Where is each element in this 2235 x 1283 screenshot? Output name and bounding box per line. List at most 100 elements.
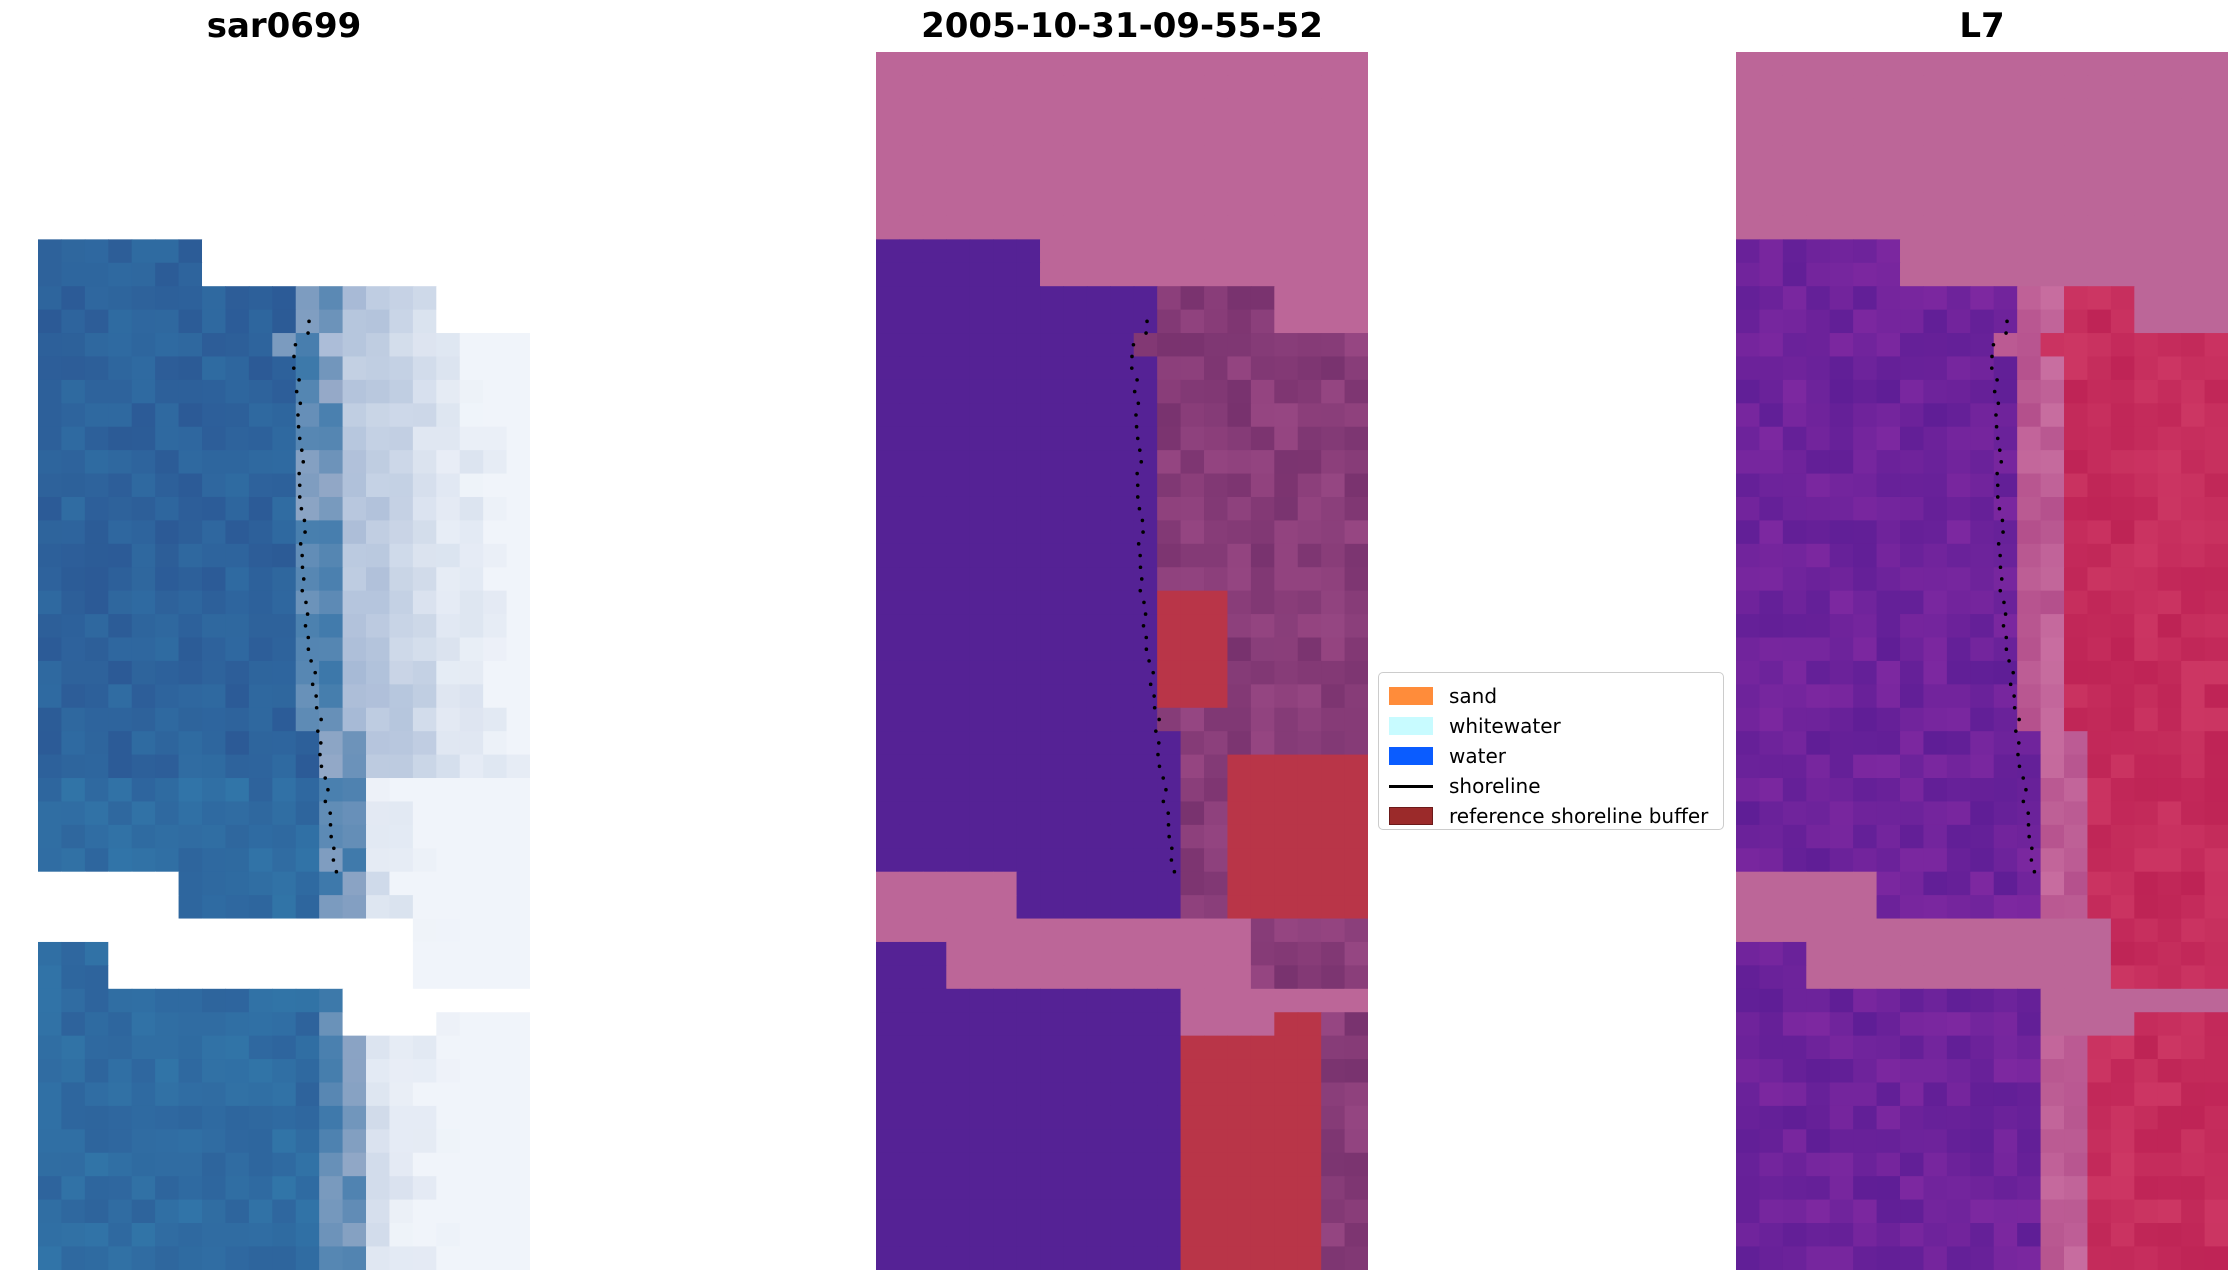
raster-pixel [436, 1152, 461, 1177]
raster-pixel [389, 520, 414, 545]
raster-pixel [1227, 754, 1252, 779]
raster-pixel [1110, 262, 1135, 287]
raster-pixel [412, 614, 437, 639]
raster-pixel [2157, 1012, 2182, 1037]
raster-pixel [1923, 215, 1948, 240]
raster-pixel [1806, 1012, 1831, 1037]
raster-pixel [389, 965, 414, 990]
raster-pixel [84, 614, 109, 639]
raster-pixel [459, 590, 484, 615]
raster-pixel [366, 543, 391, 568]
raster-pixel [1086, 192, 1111, 217]
raster-pixel [899, 660, 924, 685]
raster-pixel [2064, 286, 2089, 311]
raster-pixel [436, 403, 461, 428]
raster-pixel [155, 590, 180, 615]
raster-pixel [1829, 52, 1854, 77]
raster-pixel [436, 98, 461, 123]
raster-pixel [1993, 450, 2018, 475]
raster-pixel [389, 801, 414, 826]
raster-pixel [84, 239, 109, 264]
raster-pixel [2204, 1129, 2228, 1154]
raster-pixel [1180, 98, 1205, 123]
raster-pixel [1204, 707, 1229, 732]
raster-pixel [1274, 496, 1299, 521]
raster-pixel [1970, 871, 1995, 896]
raster-pixel [1344, 1223, 1368, 1248]
raster-pixel [1759, 918, 1784, 943]
raster-pixel [1086, 1059, 1111, 1084]
raster-pixel [248, 707, 273, 732]
raster-pixel [1923, 1129, 1948, 1154]
raster-pixel [2204, 75, 2228, 100]
raster-pixel [1250, 1012, 1275, 1037]
raster-pixel [1063, 1012, 1088, 1037]
raster-pixel [436, 1035, 461, 1060]
raster-pixel [225, 1223, 250, 1248]
raster-pixel [178, 75, 203, 100]
raster-pixel [38, 520, 63, 545]
raster-pixel [366, 122, 391, 147]
raster-pixel [1274, 473, 1299, 498]
raster-pixel [436, 262, 461, 287]
raster-pixel [876, 1176, 901, 1201]
raster-pixel [1227, 1059, 1252, 1084]
raster-pixel [483, 333, 508, 358]
raster-pixel [1133, 1199, 1158, 1224]
raster-pixel [38, 684, 63, 709]
raster-pixel [131, 1105, 156, 1130]
raster-pixel [969, 1035, 994, 1060]
raster-pixel [342, 1082, 367, 1107]
raster-pixel [412, 1152, 437, 1177]
raster-pixel [1736, 215, 1761, 240]
raster-pixel [319, 520, 344, 545]
raster-pixel [131, 496, 156, 521]
raster-pixel [1321, 590, 1346, 615]
raster-pixel [178, 1176, 203, 1201]
raster-pixel [178, 895, 203, 920]
raster-pixel [2064, 1082, 2089, 1107]
raster-pixel [506, 567, 530, 592]
raster-pixel [2110, 286, 2135, 311]
raster-pixel [108, 614, 133, 639]
raster-pixel [2087, 1059, 2112, 1084]
raster-pixel [1806, 918, 1831, 943]
raster-pixel [1227, 824, 1252, 849]
shoreline-point [1161, 776, 1166, 780]
raster-pixel [319, 473, 344, 498]
raster-pixel [2040, 871, 2065, 896]
raster-pixel [412, 520, 437, 545]
shoreline-point [2004, 635, 2009, 640]
raster-pixel [2040, 941, 2065, 966]
raster-pixel [1806, 52, 1831, 77]
raster-pixel [1204, 731, 1229, 756]
raster-pixel [1736, 1246, 1761, 1270]
raster-pixel [899, 262, 924, 287]
raster-pixel [155, 356, 180, 381]
raster-pixel [2134, 192, 2159, 217]
shoreline-point [296, 413, 300, 417]
raster-pixel [38, 848, 63, 873]
raster-pixel [899, 965, 924, 990]
raster-pixel [1782, 426, 1807, 451]
raster-pixel [483, 122, 508, 147]
shoreline-point [2001, 623, 2006, 628]
raster-pixel [2017, 871, 2042, 896]
raster-pixel [366, 215, 391, 240]
raster-pixel [1923, 356, 1948, 381]
raster-pixel [131, 426, 156, 451]
raster-pixel [2181, 637, 2206, 662]
raster-pixel [1946, 660, 1971, 685]
raster-pixel [1133, 918, 1158, 943]
raster-pixel [1204, 215, 1229, 240]
raster-pixel [969, 660, 994, 685]
raster-pixel [1227, 98, 1252, 123]
raster-pixel [459, 1223, 484, 1248]
raster-pixel [155, 1035, 180, 1060]
raster-pixel [946, 1129, 971, 1154]
raster-pixel [1250, 801, 1275, 826]
raster-pixel [1297, 1129, 1322, 1154]
raster-pixel [61, 379, 86, 404]
raster-pixel [2017, 1176, 2042, 1201]
raster-pixel [295, 567, 320, 592]
